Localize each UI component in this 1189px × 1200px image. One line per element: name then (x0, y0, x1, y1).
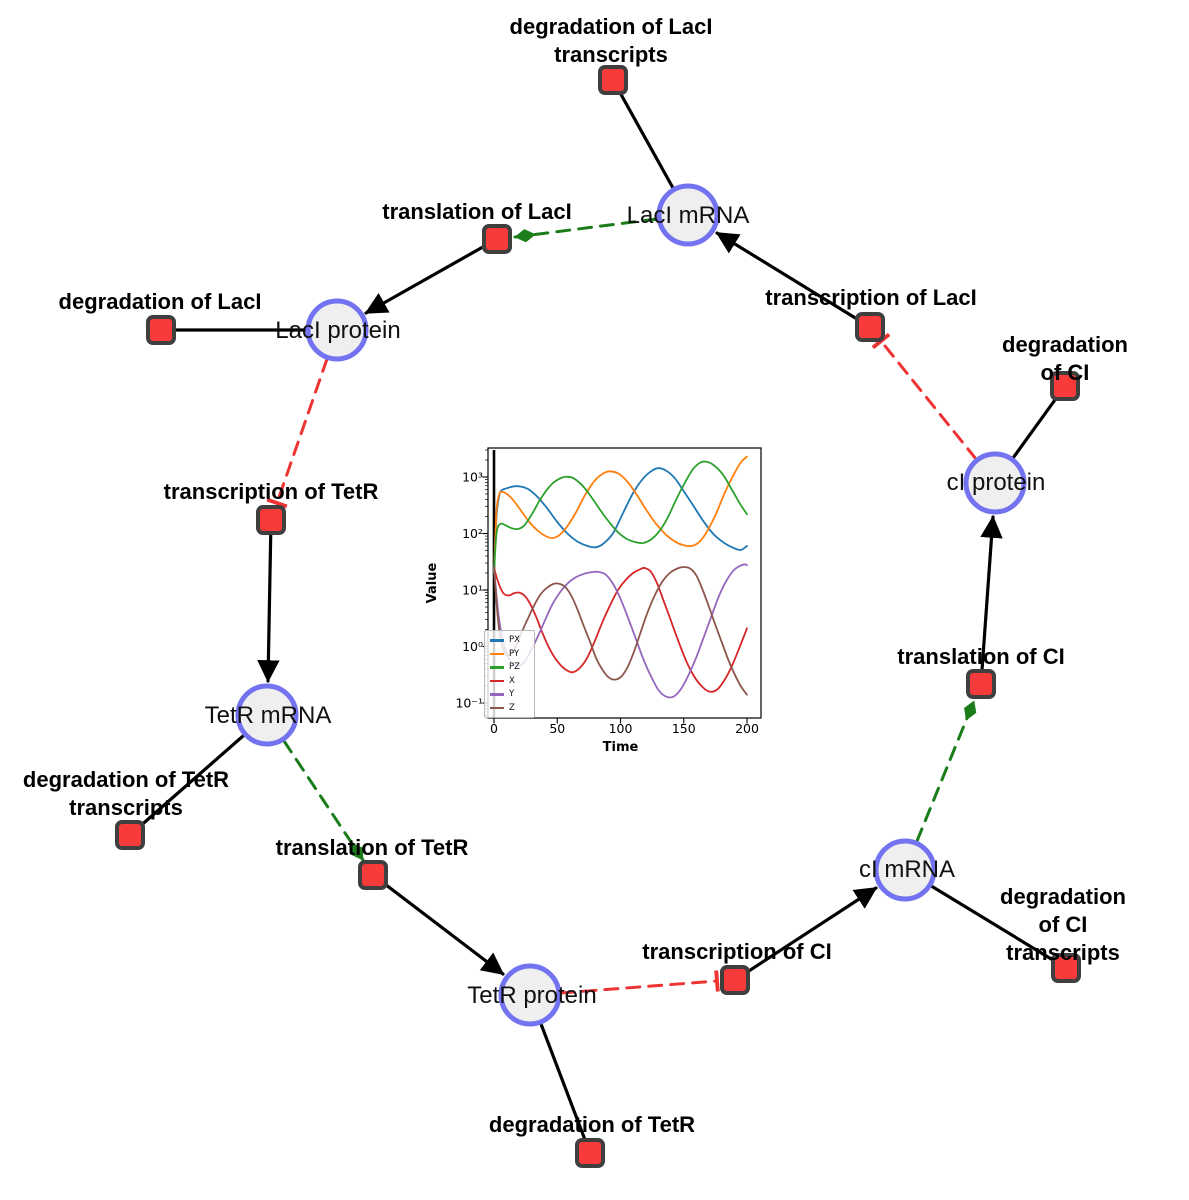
legend-label-x: X (509, 675, 515, 686)
legend-item-y: Y (490, 689, 530, 700)
edge-translation-laci-to-laci-protein (364, 237, 499, 315)
edge-transcription-tetr-to-tetr-mrna (257, 518, 280, 683)
node-degradation-laci-transcripts (598, 65, 628, 95)
chart-legend: PX PY PZ X Y Z (484, 630, 535, 718)
legend-item-z: Z (490, 703, 530, 714)
edge-ci-protein-inhibits-transcription-laci (871, 332, 978, 461)
chart-series-PX (493, 467, 748, 574)
node-degradation-ci-transcripts (1051, 953, 1081, 983)
legend-item-px: PX (490, 635, 530, 646)
chart-series-PY (493, 455, 748, 574)
edge-transcription-laci-to-laci-mrna (715, 231, 872, 329)
y-tick-1e3: 10³ (462, 470, 483, 485)
edge-ci-mrna-to-translation-ci (915, 699, 977, 843)
x-axis-label: Time (603, 740, 639, 755)
simulation-chart: 0 50 100 150 200 10³ 10² 10¹ 10⁰ 10⁻¹ Ti… (420, 430, 782, 772)
node-tetr-mrna (235, 683, 299, 747)
legend-swatch-PZ (490, 666, 504, 669)
node-translation-ci (966, 669, 996, 699)
edge-translation-tetr-to-tetr-protein (371, 873, 505, 976)
legend-swatch-PX (490, 639, 504, 642)
species-nodes (235, 183, 1027, 1027)
legend-swatch-PY (490, 652, 504, 656)
legend-label-px: PX (509, 635, 520, 646)
legend-swatch-Z (490, 706, 504, 710)
x-tick-50: 50 (549, 721, 565, 736)
reaction-nodes (115, 65, 1081, 1168)
x-tick-0: 0 (490, 721, 498, 736)
node-laci-mrna (656, 183, 720, 247)
edges (128, 78, 1068, 1155)
legend-swatch-X (490, 679, 504, 683)
node-translation-tetr (358, 860, 388, 890)
edge-tetr-protein-inhibits-transcription-ci (559, 970, 720, 995)
edge-tetr-mrna-to-translation-tetr (282, 739, 365, 862)
x-tick-150: 150 (672, 721, 696, 736)
chart-canvas: 0 50 100 150 200 10³ 10² 10¹ 10⁰ 10⁻¹ Ti… (425, 447, 762, 755)
node-ci-protein (963, 451, 1027, 515)
node-degradation-tetr (575, 1138, 605, 1168)
legend-label-pz: PZ (509, 662, 520, 673)
node-translation-laci (482, 224, 512, 254)
node-tetr-protein (498, 963, 562, 1027)
legend-item-x: X (490, 676, 530, 687)
legend-item-py: PY (490, 649, 530, 660)
legend-label-py: PY (509, 648, 520, 659)
x-tick-100: 100 (609, 721, 633, 736)
edge-translation-ci-to-ci-protein (979, 515, 1003, 686)
edge-laci-mrna-to-translation-laci (513, 217, 659, 243)
y-tick-1e-1: 10⁻¹ (455, 696, 483, 711)
y-tick-1e1: 10¹ (462, 583, 483, 598)
node-degradation-tetr-transcripts (115, 820, 145, 850)
edge-transcription-ci-to-ci-mrna (733, 886, 878, 982)
legend-label-z: Z (509, 702, 515, 713)
node-transcription-laci (855, 312, 885, 342)
node-transcription-ci (720, 965, 750, 995)
node-ci-mrna (873, 838, 937, 902)
y-axis-label: Value (425, 562, 440, 603)
chart-series-PZ (493, 460, 748, 574)
node-degradation-ci (1050, 371, 1080, 401)
legend-swatch-Y (490, 693, 504, 696)
y-tick-1e0: 10⁰ (462, 639, 483, 654)
node-degradation-laci (146, 315, 176, 345)
chart-series-X (493, 566, 748, 693)
edge-laci-protein-inhibits-transcription-tetr (266, 357, 329, 509)
node-laci-protein (305, 298, 369, 362)
legend-item-pz: PZ (490, 662, 530, 673)
x-tick-200: 200 (735, 721, 759, 736)
y-tick-1e2: 10² (462, 526, 483, 541)
node-transcription-tetr (256, 505, 286, 535)
legend-label-y: Y (509, 689, 515, 700)
